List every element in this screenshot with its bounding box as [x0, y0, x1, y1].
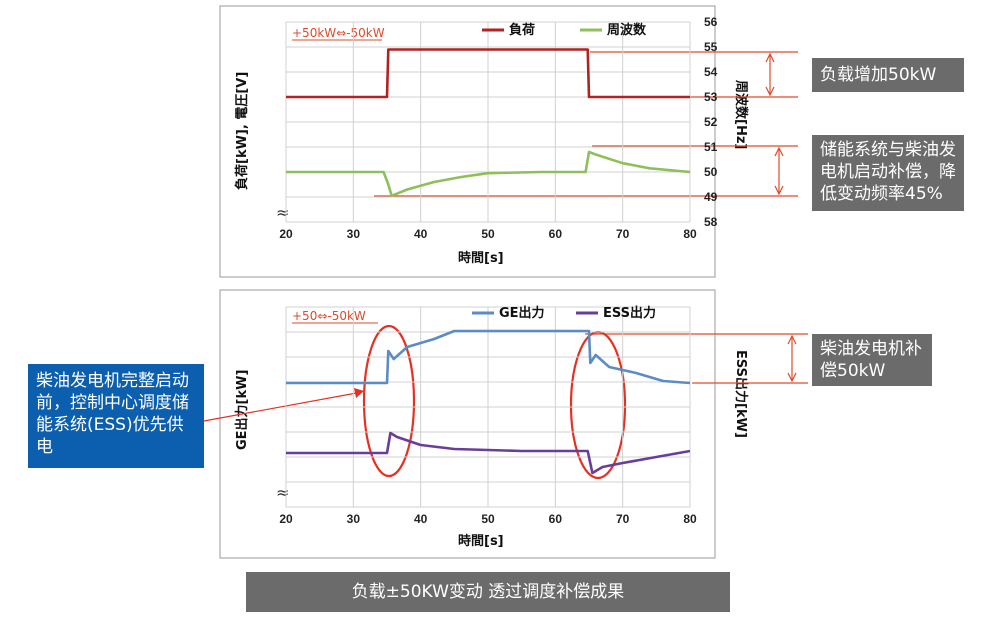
chart1-y-right-tick-label: 53	[704, 90, 718, 104]
chart2-ylabel-left: GE出力[kW]	[234, 370, 250, 450]
freq-range-arrow-head-top	[774, 146, 784, 157]
freq-range-arrow-head-bottom	[774, 185, 784, 196]
chart1-y-right-tick-label: 49	[704, 190, 718, 204]
chart1-tag: +50kW⇔-50kW	[292, 26, 385, 40]
chart1-y-right-tick-label: 51	[704, 140, 718, 154]
chart2-x-tick-label: 40	[414, 512, 428, 526]
chart1-legend-label: 周波数	[607, 22, 647, 38]
chart2-legend-label: ESS出力	[603, 305, 656, 321]
chart2-x-tick-label: 70	[616, 512, 630, 526]
chart1-axis-break-icon: ≈	[276, 203, 289, 222]
chart1-x-tick-label: 30	[347, 227, 361, 241]
chart2-axis-break-icon: ≈	[276, 483, 289, 502]
chart1-y-right-tick-label: 50	[704, 165, 718, 179]
chart1-legend-label: 負荷	[509, 22, 535, 38]
chart2-x-tick-label: 60	[549, 512, 563, 526]
chart1-x-tick-label: 50	[481, 227, 495, 241]
chart1-y-right-tick-label: 58	[704, 215, 718, 229]
chart1-frame	[219, 5, 716, 278]
chart1-x-tick-label: 40	[414, 227, 428, 241]
ge-range-arrow-head-bottom	[787, 372, 797, 383]
highlight-ellipse-left	[362, 324, 416, 478]
chart1-y-right-tick-label: 56	[704, 15, 718, 29]
ess-note-pointer-arrowhead	[354, 388, 364, 398]
chart2-tag: +50⇔-50kW	[292, 309, 366, 323]
chart1-ylabel-left: 負荷[kW], 電圧[V]	[234, 72, 250, 190]
load-range-arrow-head-bottom	[765, 86, 775, 97]
chart2-x-tick-label: 50	[481, 512, 495, 526]
chart1-series-line	[286, 150, 691, 198]
chart2-series-line	[286, 431, 691, 475]
chart2-frame	[219, 289, 716, 559]
chart2-ylabel-right: ESS出力[kW]	[733, 350, 749, 438]
note-ge-compensation: 柴油发电机补偿50kW	[812, 334, 932, 386]
note-load-increase: 负载增加50kW	[812, 58, 964, 92]
ge-range-arrow-head-top	[787, 334, 797, 345]
chart1-y-right-tick-label: 54	[704, 65, 718, 79]
chart2-x-tick-label: 30	[347, 512, 361, 526]
chart2-legend-label: GE出力	[499, 305, 545, 321]
chart2-x-tick-label: 20	[279, 512, 293, 526]
load-range-arrow-head-top	[765, 52, 775, 63]
chart1-y-right-tick-label: 55	[704, 40, 718, 54]
chart2-x-tick-label: 80	[683, 512, 697, 526]
chart1-x-tick-label: 70	[616, 227, 630, 241]
footer-caption: 负载±50KW变动 透过调度补偿成果	[246, 572, 730, 612]
chart2-xlabel: 時間[s]	[458, 533, 504, 549]
chart1-x-tick-label: 80	[683, 227, 697, 241]
ess-note-pointer-line	[203, 391, 363, 422]
chart1-y-right-tick-label: 52	[704, 115, 718, 129]
chart1-ylabel-right: 周波数[Hz]	[733, 80, 749, 149]
note-ess-compensation: 储能系统与柴油发电机启动补偿，降低变动频率45%	[812, 135, 964, 211]
chart2-series-line	[286, 329, 691, 385]
note-ess-priority: 柴油发电机完整启动前，控制中心调度储能系统(ESS)优先供电	[28, 364, 204, 468]
chart1-series-line	[286, 48, 690, 99]
chart1-x-tick-label: 20	[279, 227, 293, 241]
chart1-x-tick-label: 60	[549, 227, 563, 241]
chart1-xlabel: 時間[s]	[458, 250, 504, 266]
